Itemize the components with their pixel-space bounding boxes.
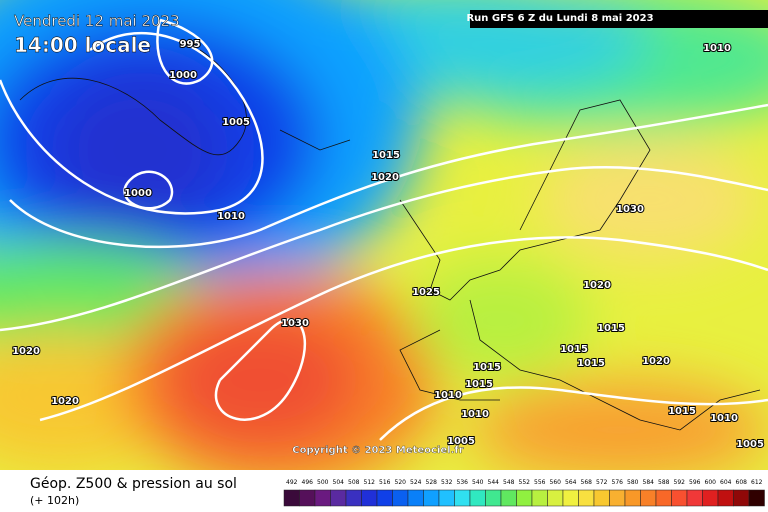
legend-label: 604: [720, 479, 732, 486]
legend-swatch: [547, 489, 564, 507]
legend-label: 532: [441, 479, 453, 486]
legend-label: 564: [565, 479, 577, 486]
legend-swatch: [702, 489, 719, 507]
legend-label: 508: [348, 479, 360, 486]
footer-lead: (+ 102h): [30, 494, 79, 507]
isobar-label: 1015: [473, 362, 501, 373]
legend-label: 580: [627, 479, 639, 486]
legend-label: 492: [286, 479, 298, 486]
legend-swatch: [655, 489, 672, 507]
isobar-label: 1015: [577, 358, 605, 369]
legend-swatch: [330, 489, 347, 507]
isobar-label: 1010: [710, 413, 738, 424]
isobar-label: 1005: [736, 439, 764, 450]
legend-swatch: [299, 489, 316, 507]
legend-label: 560: [550, 479, 562, 486]
legend-label: 536: [457, 479, 469, 486]
isobar-label: 1005: [447, 436, 475, 447]
run-banner: [470, 10, 768, 28]
isobar-label: 1010: [461, 409, 489, 420]
legend-swatch: [516, 489, 533, 507]
legend-label: 540: [472, 479, 484, 486]
isobar-label: 1000: [169, 70, 197, 81]
isobar-label: 1015: [465, 379, 493, 390]
isobar-label: 1030: [281, 318, 309, 329]
run-info: Run GFS 6 Z du Lundi 8 mai 2023: [466, 13, 653, 24]
isobar-label: 1015: [372, 150, 400, 161]
legend-label: 576: [612, 479, 624, 486]
isobar-label: 995: [180, 39, 201, 50]
legend-label: 524: [410, 479, 422, 486]
legend-label: 608: [736, 479, 748, 486]
legend-label: 584: [643, 479, 655, 486]
isobar-label: 1015: [597, 323, 625, 334]
legend-label: 528: [426, 479, 438, 486]
isobar-label: 1010: [434, 390, 462, 401]
legend-swatch: [438, 489, 455, 507]
isobar-label: 1020: [12, 346, 40, 357]
forecast-time: 14:00 locale: [14, 33, 151, 57]
legend-swatch: [376, 489, 393, 507]
legend-label: 556: [534, 479, 546, 486]
legend-swatch: [500, 489, 517, 507]
legend-swatch: [671, 489, 688, 507]
isobar-label: 1020: [371, 172, 399, 183]
copyright: Copyright © 2023 Meteociel.fr: [292, 445, 463, 456]
legend-swatch: [283, 489, 300, 507]
legend-label: 496: [302, 479, 314, 486]
legend-swatch: [640, 489, 657, 507]
legend-label: 552: [519, 479, 531, 486]
legend-swatch: [423, 489, 440, 507]
legend-label: 600: [705, 479, 717, 486]
legend-swatch: [578, 489, 595, 507]
isobar-label: 1020: [583, 280, 611, 291]
legend-label: 596: [689, 479, 701, 486]
legend-swatch: [748, 489, 765, 507]
legend-swatch: [733, 489, 750, 507]
legend-swatch: [469, 489, 486, 507]
legend-label: 516: [379, 479, 391, 486]
isobar-label: 1025: [412, 287, 440, 298]
legend-swatch: [345, 489, 362, 507]
isobar-label: 1030: [616, 204, 644, 215]
legend-label: 592: [674, 479, 686, 486]
footer-title: Géop. Z500 & pression au sol: [30, 476, 237, 492]
legend-swatch: [361, 489, 378, 507]
legend-swatch: [593, 489, 610, 507]
isobar-labels: 9951000100510001010101510201010103010251…: [11, 38, 765, 451]
legend-swatch: [454, 489, 471, 507]
legend-label: 588: [658, 479, 670, 486]
legend-label: 544: [488, 479, 500, 486]
legend-label: 520: [395, 479, 407, 486]
legend-label: 504: [333, 479, 345, 486]
isobar-label: 1005: [222, 117, 250, 128]
legend-swatch: [624, 489, 641, 507]
legend-label: 500: [317, 479, 329, 486]
isobar-label: 1015: [668, 406, 696, 417]
color-legend: 492 496 500 504 508 512 516 520 524 528 532 536 540 5…: [283, 479, 765, 507]
legend-swatch: [485, 489, 502, 507]
legend-swatch: [392, 489, 409, 507]
isobar-label: 1000: [124, 188, 152, 199]
legend-swatch: [609, 489, 626, 507]
legend-swatch: [531, 489, 548, 507]
map-field: [0, 0, 768, 470]
legend-label: 548: [503, 479, 515, 486]
legend-label: 572: [596, 479, 608, 486]
legend-swatch: [686, 489, 703, 507]
legend-swatch: [562, 489, 579, 507]
isobar-label: 1020: [51, 396, 79, 407]
legend-swatch: [407, 489, 424, 507]
legend-label: 512: [364, 479, 376, 486]
legend-label: 568: [581, 479, 593, 486]
isobar-label: 1010: [703, 43, 731, 54]
forecast-date: Vendredi 12 mai 2023: [14, 12, 180, 30]
legend-swatch: [717, 489, 734, 507]
isobar-label: 1010: [217, 211, 245, 222]
isobar-label: 1015: [560, 344, 588, 355]
legend-label: 612: [751, 479, 763, 486]
isobar-label: 1020: [642, 356, 670, 367]
legend-swatch: [314, 489, 331, 507]
